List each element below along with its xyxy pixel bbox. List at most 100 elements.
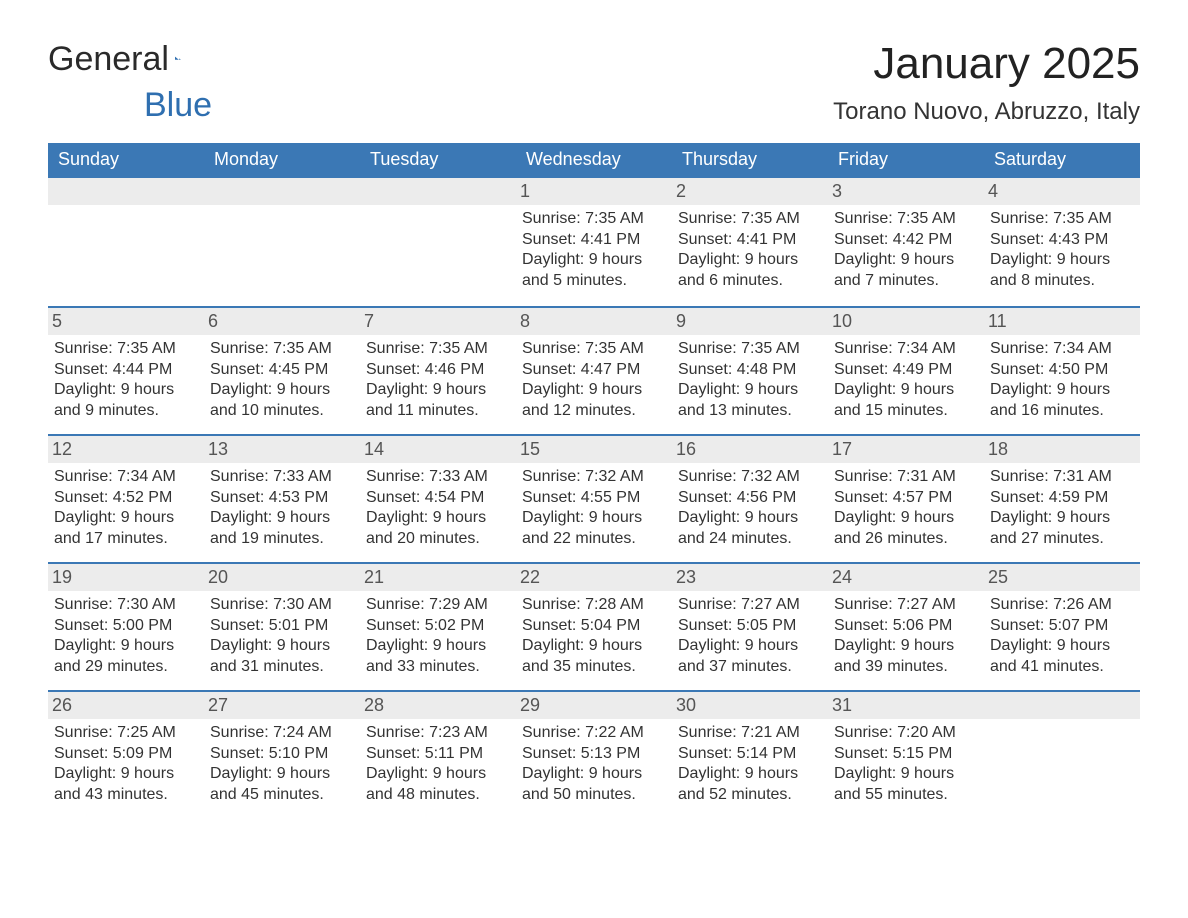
- day-number: 11: [984, 308, 1140, 335]
- day-number: 3: [828, 178, 984, 205]
- weekday-header: Tuesday: [360, 143, 516, 178]
- sunrise-text: Sunrise: 7:32 AM: [678, 467, 822, 487]
- day-body: Sunrise: 7:33 AMSunset: 4:54 PMDaylight:…: [366, 467, 510, 549]
- calendar-day: 5Sunrise: 7:35 AMSunset: 4:44 PMDaylight…: [48, 308, 204, 434]
- sunrise-text: Sunrise: 7:20 AM: [834, 723, 978, 743]
- day-number: 13: [204, 436, 360, 463]
- weekday-header: Thursday: [672, 143, 828, 178]
- sunrise-text: Sunrise: 7:28 AM: [522, 595, 666, 615]
- month-title: January 2025: [833, 40, 1140, 88]
- sunrise-text: Sunrise: 7:35 AM: [678, 339, 822, 359]
- calendar-week: 19 Sunrise: 7:30 AMSunset: 5:00 PMDayligh…: [48, 562, 1140, 690]
- sunset-text: Sunset: 4:43 PM: [990, 230, 1134, 250]
- daylight-text: Daylight: 9 hours and 10 minutes.: [210, 380, 354, 421]
- daylight-text: Daylight: 9 hours and 15 minutes.: [834, 380, 978, 421]
- day-body: Sunrise: 7:24 AMSunset: 5:10 PMDaylight:…: [210, 723, 354, 805]
- calendar-day: 3 Sunrise: 7:35 AMSunset: 4:42 PMDaylight…: [828, 178, 984, 306]
- sunrise-text: Sunrise: 7:30 AM: [54, 595, 198, 615]
- day-number: 30: [672, 692, 828, 719]
- calendar-day: 29Sunrise: 7:22 AMSunset: 5:13 PMDayligh…: [516, 692, 672, 818]
- daylight-text: Daylight: 9 hours and 24 minutes.: [678, 508, 822, 549]
- sunrise-text: Sunrise: 7:26 AM: [990, 595, 1134, 615]
- day-body: Sunrise: 7:35 AMSunset: 4:47 PMDaylight:…: [522, 339, 666, 421]
- sunset-text: Sunset: 4:49 PM: [834, 360, 978, 380]
- daylight-text: Daylight: 9 hours and 22 minutes.: [522, 508, 666, 549]
- sunset-text: Sunset: 4:57 PM: [834, 488, 978, 508]
- sunset-text: Sunset: 5:00 PM: [54, 616, 198, 636]
- day-number: 6: [204, 308, 360, 335]
- sunrise-text: Sunrise: 7:29 AM: [366, 595, 510, 615]
- day-body: Sunrise: 7:35 AMSunset: 4:42 PMDaylight:…: [834, 209, 978, 291]
- day-number: 19: [48, 564, 204, 591]
- calendar-day: 27 Sunrise: 7:24 AMSunset: 5:10 PMDayligh…: [204, 692, 360, 818]
- day-number: 15: [516, 436, 672, 463]
- daylight-text: Daylight: 9 hours and 20 minutes.: [366, 508, 510, 549]
- weekday-header-row: Sunday Monday Tuesday Wednesday Thursday…: [48, 143, 1140, 178]
- sunrise-text: Sunrise: 7:35 AM: [366, 339, 510, 359]
- calendar-day: 12Sunrise: 7:34 AMSunset: 4:52 PMDayligh…: [48, 436, 204, 562]
- day-body: Sunrise: 7:30 AMSunset: 5:01 PMDaylight:…: [210, 595, 354, 677]
- sunset-text: Sunset: 4:46 PM: [366, 360, 510, 380]
- day-number: 8: [516, 308, 672, 335]
- daylight-text: Daylight: 9 hours and 6 minutes.: [678, 250, 822, 291]
- weekday-header: Monday: [204, 143, 360, 178]
- day-number: 18: [984, 436, 1140, 463]
- sunrise-text: Sunrise: 7:23 AM: [366, 723, 510, 743]
- day-body: Sunrise: 7:31 AMSunset: 4:59 PMDaylight:…: [990, 467, 1134, 549]
- day-number: 1: [516, 178, 672, 205]
- day-number: 25: [984, 564, 1140, 591]
- calendar-day: 16Sunrise: 7:32 AMSunset: 4:56 PMDayligh…: [672, 436, 828, 562]
- logo-flag-icon: [175, 46, 181, 70]
- sunset-text: Sunset: 4:52 PM: [54, 488, 198, 508]
- day-number: [48, 178, 204, 205]
- sunset-text: Sunset: 4:47 PM: [522, 360, 666, 380]
- day-body: Sunrise: 7:35 AMSunset: 4:41 PMDaylight:…: [522, 209, 666, 291]
- day-body: Sunrise: 7:22 AMSunset: 5:13 PMDaylight:…: [522, 723, 666, 805]
- location: Torano Nuovo, Abruzzo, Italy: [833, 98, 1140, 126]
- day-body: Sunrise: 7:32 AMSunset: 4:55 PMDaylight:…: [522, 467, 666, 549]
- day-body: Sunrise: 7:34 AMSunset: 4:49 PMDaylight:…: [834, 339, 978, 421]
- calendar-day: 21Sunrise: 7:29 AMSunset: 5:02 PMDayligh…: [360, 564, 516, 690]
- calendar-day: [360, 178, 516, 306]
- day-body: Sunrise: 7:28 AMSunset: 5:04 PMDaylight:…: [522, 595, 666, 677]
- day-number: 22: [516, 564, 672, 591]
- sunset-text: Sunset: 5:01 PM: [210, 616, 354, 636]
- title-block: January 2025 Torano Nuovo, Abruzzo, Ital…: [833, 40, 1140, 126]
- day-body: Sunrise: 7:26 AMSunset: 5:07 PMDaylight:…: [990, 595, 1134, 677]
- day-number: 27: [204, 692, 360, 719]
- sunrise-text: Sunrise: 7:35 AM: [834, 209, 978, 229]
- day-body: Sunrise: 7:30 AMSunset: 5:00 PMDaylight:…: [54, 595, 198, 677]
- day-body: Sunrise: 7:23 AMSunset: 5:11 PMDaylight:…: [366, 723, 510, 805]
- day-number: 4: [984, 178, 1140, 205]
- calendar-day: 6Sunrise: 7:35 AMSunset: 4:45 PMDaylight…: [204, 308, 360, 434]
- day-body: Sunrise: 7:25 AMSunset: 5:09 PMDaylight:…: [54, 723, 198, 805]
- calendar-day: 20 Sunrise: 7:30 AMSunset: 5:01 PMDayligh…: [204, 564, 360, 690]
- sunset-text: Sunset: 5:09 PM: [54, 744, 198, 764]
- weekday-header: Sunday: [48, 143, 204, 178]
- day-number: 23: [672, 564, 828, 591]
- day-number: 2: [672, 178, 828, 205]
- day-number: 9: [672, 308, 828, 335]
- day-body: Sunrise: 7:32 AMSunset: 4:56 PMDaylight:…: [678, 467, 822, 549]
- day-number: 20: [204, 564, 360, 591]
- day-number: 7: [360, 308, 516, 335]
- calendar-day: 31Sunrise: 7:20 AMSunset: 5:15 PMDayligh…: [828, 692, 984, 818]
- day-body: Sunrise: 7:35 AMSunset: 4:41 PMDaylight:…: [678, 209, 822, 291]
- sunset-text: Sunset: 4:56 PM: [678, 488, 822, 508]
- daylight-text: Daylight: 9 hours and 55 minutes.: [834, 764, 978, 805]
- daylight-text: Daylight: 9 hours and 50 minutes.: [522, 764, 666, 805]
- sunrise-text: Sunrise: 7:22 AM: [522, 723, 666, 743]
- sunset-text: Sunset: 4:55 PM: [522, 488, 666, 508]
- day-number: 5: [48, 308, 204, 335]
- sunset-text: Sunset: 4:50 PM: [990, 360, 1134, 380]
- calendar-day: 4Sunrise: 7:35 AMSunset: 4:43 PMDaylight…: [984, 178, 1140, 306]
- day-number: 21: [360, 564, 516, 591]
- sunset-text: Sunset: 5:04 PM: [522, 616, 666, 636]
- calendar-day: 7Sunrise: 7:35 AMSunset: 4:46 PMDaylight…: [360, 308, 516, 434]
- daylight-text: Daylight: 9 hours and 27 minutes.: [990, 508, 1134, 549]
- day-number: [360, 178, 516, 205]
- sunset-text: Sunset: 5:10 PM: [210, 744, 354, 764]
- calendar-day: [48, 178, 204, 306]
- weekday-header: Friday: [828, 143, 984, 178]
- sunrise-text: Sunrise: 7:33 AM: [210, 467, 354, 487]
